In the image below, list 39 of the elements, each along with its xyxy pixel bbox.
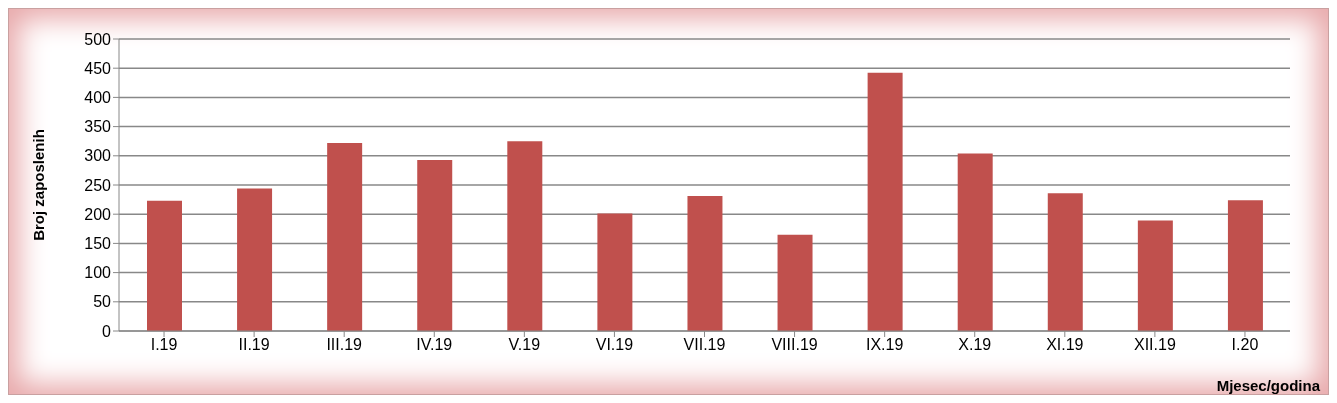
bar	[1137, 220, 1173, 331]
y-tick-label: 250	[84, 176, 112, 194]
x-tick-label: IV.19	[416, 336, 453, 354]
bar	[1227, 200, 1263, 331]
bar	[327, 142, 363, 331]
x-tick-label: X.19	[958, 336, 992, 354]
x-axis-title: Mjesec/godina	[1216, 377, 1321, 394]
x-tick-label: XII.19	[1133, 336, 1176, 354]
bar	[507, 141, 543, 331]
x-tick-label: I.19	[150, 336, 178, 354]
x-tick-label: IX.19	[865, 336, 904, 354]
bar	[687, 196, 723, 331]
x-tick-label: XI.19	[1046, 336, 1084, 354]
x-tick-label: VI.19	[595, 336, 634, 354]
x-tick-label: II.19	[238, 336, 270, 354]
y-tick-label: 400	[84, 89, 112, 107]
bar	[597, 213, 633, 331]
y-tick-label: 50	[93, 293, 112, 311]
y-tick-label: 300	[84, 147, 112, 165]
bar	[147, 200, 182, 331]
x-tick-label: I.20	[1231, 336, 1259, 354]
y-tick-label: 0	[102, 322, 112, 340]
y-axis-title: Broj zaposlenih	[30, 129, 48, 241]
bar	[1047, 193, 1083, 331]
y-tick-label: 200	[84, 205, 112, 223]
x-tick-label: VII.19	[683, 336, 726, 354]
y-tick-label: 100	[84, 264, 112, 282]
x-tick-label: III.19	[326, 336, 363, 354]
y-tick-label: 450	[84, 59, 112, 77]
y-tick-label: 500	[84, 30, 112, 48]
y-tick-label: 350	[84, 118, 112, 136]
bar	[417, 159, 453, 331]
bar	[777, 234, 813, 331]
y-tick-label: 150	[84, 235, 112, 253]
x-tick-label: V.19	[508, 336, 541, 354]
bar	[237, 188, 273, 331]
x-tick-label: VIII.19	[771, 336, 818, 354]
bar	[867, 72, 903, 331]
bar	[957, 153, 993, 331]
